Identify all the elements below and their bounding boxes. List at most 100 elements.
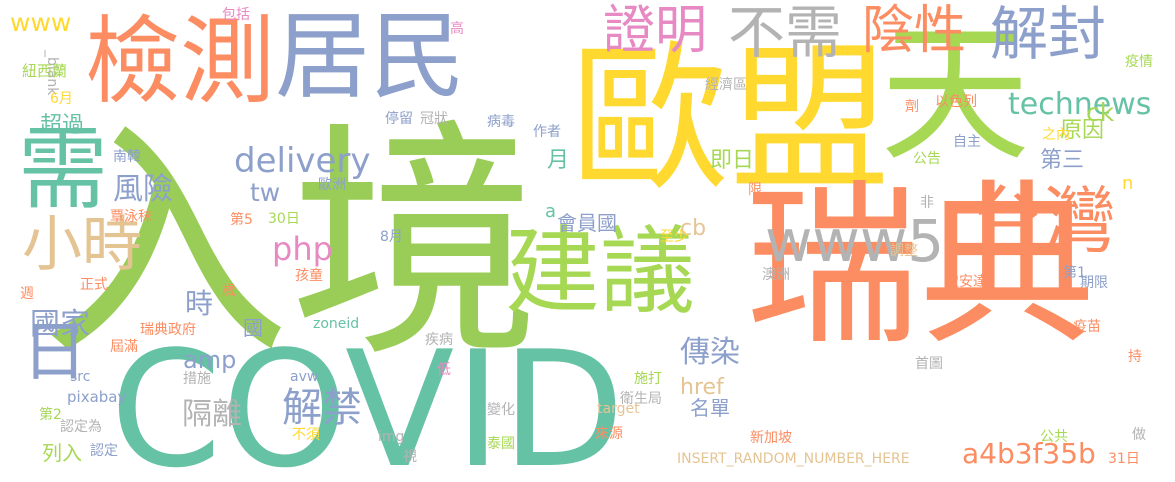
word: 需 bbox=[18, 117, 108, 222]
word: 第1 bbox=[1063, 265, 1086, 281]
word: 入境 bbox=[40, 99, 540, 390]
word: 調整 bbox=[890, 243, 918, 259]
word: 作者 bbox=[533, 124, 561, 140]
word: 泰國 bbox=[487, 436, 515, 452]
word: 措施 bbox=[183, 371, 211, 387]
word: 列入 bbox=[42, 441, 82, 465]
word: zoneid bbox=[313, 316, 360, 332]
word: 孩童 bbox=[295, 268, 323, 284]
word: 不需 bbox=[728, 0, 842, 66]
word: 歐盟 bbox=[570, 26, 891, 213]
word: 視 bbox=[403, 449, 417, 465]
word: 第2 bbox=[39, 407, 62, 423]
word: technews bbox=[1008, 87, 1152, 122]
word: 施打 bbox=[634, 371, 662, 387]
word: 不須 bbox=[292, 427, 320, 443]
word: 台灣 bbox=[970, 179, 1116, 264]
word: _blank bbox=[44, 50, 60, 96]
word: a bbox=[545, 201, 557, 222]
word: www5 bbox=[765, 207, 945, 275]
word: php bbox=[272, 230, 333, 268]
word: 變化 bbox=[487, 402, 515, 418]
word: 隔離 bbox=[182, 397, 242, 432]
word: 解禁 bbox=[282, 385, 362, 431]
word: 超過 bbox=[40, 113, 85, 138]
word: n bbox=[1122, 173, 1134, 194]
word: 盧安達 bbox=[945, 274, 987, 290]
word: 做 bbox=[1132, 427, 1146, 443]
word: 限 bbox=[748, 182, 762, 198]
word: img bbox=[378, 429, 405, 445]
word: 日 bbox=[22, 315, 88, 390]
word: 劑 bbox=[905, 99, 919, 115]
word: 名單 bbox=[690, 396, 730, 420]
word: 歲 bbox=[222, 283, 236, 299]
word: 即日 bbox=[710, 148, 755, 173]
word: 南韓 bbox=[113, 149, 141, 165]
word: 30日 bbox=[268, 211, 300, 227]
word: 經濟區 bbox=[705, 77, 747, 93]
word: 週 bbox=[20, 286, 34, 302]
word: delivery bbox=[234, 141, 371, 181]
word: cb bbox=[680, 216, 707, 241]
word: 原因 bbox=[1060, 118, 1105, 143]
word: avw bbox=[290, 369, 319, 385]
word: 第5 bbox=[230, 212, 253, 228]
word: 8月 bbox=[380, 229, 403, 245]
word: 認定為 bbox=[60, 419, 102, 435]
word: 高 bbox=[450, 21, 464, 37]
word: 來源 bbox=[595, 426, 623, 442]
word: target bbox=[597, 401, 640, 417]
word: 風險 bbox=[113, 172, 173, 207]
word: 疾病 bbox=[425, 332, 453, 348]
word: 紐西蘭 bbox=[22, 62, 68, 80]
word: 解封 bbox=[990, 0, 1107, 68]
word: 新加坡 bbox=[750, 430, 792, 446]
word: 月 bbox=[547, 148, 570, 173]
word: 停留 bbox=[385, 111, 413, 127]
word: tw bbox=[250, 178, 281, 207]
word: 疫情 bbox=[1125, 54, 1153, 70]
word: amp bbox=[183, 346, 237, 374]
word: 正式 bbox=[80, 277, 108, 293]
word: 居民 bbox=[275, 2, 466, 112]
word: a4b3f35b bbox=[962, 437, 1096, 470]
word: 天 bbox=[880, 8, 1031, 182]
word: www bbox=[10, 8, 72, 37]
word: 自主 bbox=[953, 134, 981, 150]
word: 澳洲 bbox=[762, 267, 790, 283]
word: pixabay bbox=[67, 388, 127, 406]
word: 首圖 bbox=[915, 356, 943, 372]
word: 期限 bbox=[1080, 275, 1108, 291]
word: 至少 bbox=[660, 229, 688, 245]
word: 建議 bbox=[505, 217, 696, 327]
word: 瑞典政府 bbox=[140, 322, 196, 338]
word: 公共 bbox=[1040, 429, 1068, 445]
word: 第三 bbox=[1040, 148, 1085, 173]
word: 認定 bbox=[90, 443, 118, 459]
word: href bbox=[680, 375, 724, 400]
word: 公告 bbox=[913, 151, 941, 167]
word: 覃泳秣 bbox=[110, 209, 152, 225]
word: 檢測 bbox=[85, 7, 276, 117]
word: 非 bbox=[920, 195, 934, 211]
word: 會員國 bbox=[557, 211, 617, 235]
word: 歐洲 bbox=[318, 177, 346, 193]
word: 小時 bbox=[22, 210, 142, 280]
word: 國 bbox=[243, 316, 263, 340]
word: 陰性 bbox=[862, 1, 967, 61]
word: 6月 bbox=[50, 91, 73, 107]
word: 證明 bbox=[603, 1, 708, 61]
word: 屆滿 bbox=[110, 339, 138, 355]
word: 瑞典 bbox=[745, 166, 1095, 369]
word: 疫苗 bbox=[1073, 319, 1101, 335]
word: 低 bbox=[437, 362, 451, 378]
word: 包括 bbox=[222, 7, 250, 23]
word: 持 bbox=[1128, 349, 1142, 365]
word: 時 bbox=[185, 287, 214, 320]
word: 31日 bbox=[1108, 451, 1140, 467]
word: 冠狀 bbox=[420, 111, 448, 127]
word: 之內 bbox=[1042, 127, 1070, 143]
word: 國家 bbox=[30, 307, 90, 342]
